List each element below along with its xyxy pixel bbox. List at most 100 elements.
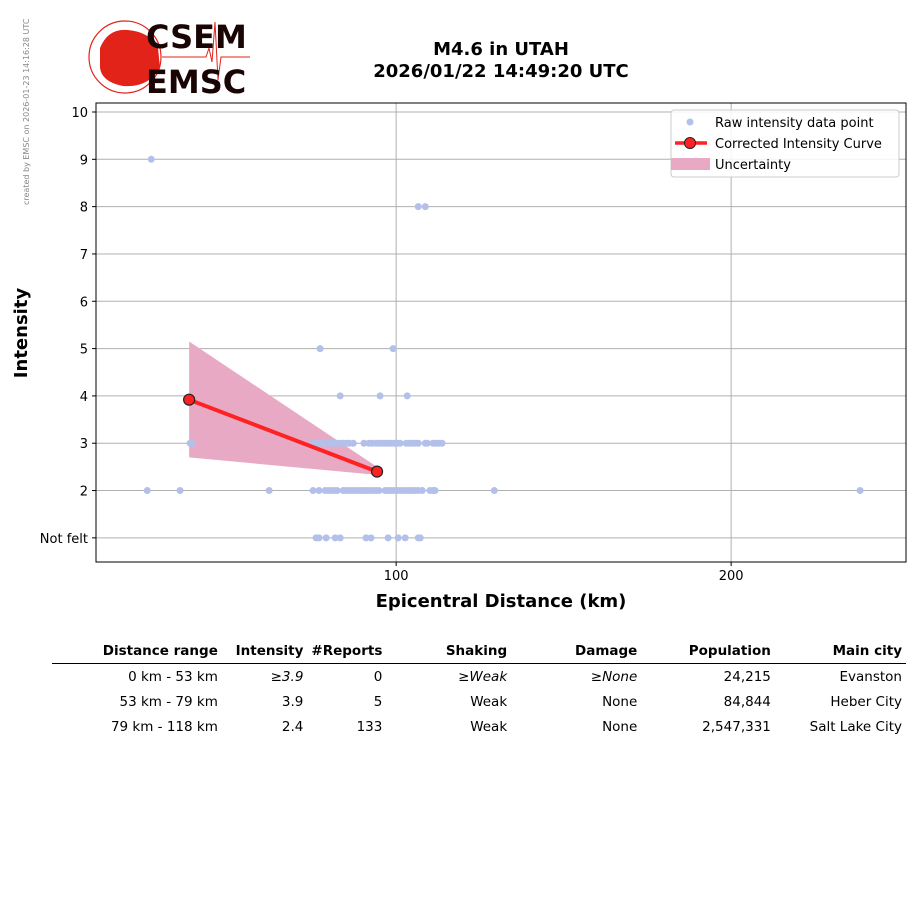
column-header: Distance range	[52, 640, 222, 664]
plot-frame	[95, 102, 907, 563]
raw-data-point	[376, 392, 384, 400]
y-tick-label: 5	[80, 343, 88, 358]
y-tick-label: 3	[80, 437, 88, 452]
y-tick-label: 8	[80, 201, 88, 216]
column-header: Population	[641, 640, 775, 664]
table-row: 0 km - 53 km ≥3.9 0 ≥Weak ≥None 24,215 Evansto…	[52, 664, 906, 690]
x-axis-label: Epicentral Distance (km)	[376, 591, 627, 612]
legend-curve-marker	[684, 137, 696, 149]
table-cell: 2,547,331	[702, 718, 771, 735]
chart-title-line1: M4.6 in UTAH	[433, 39, 569, 60]
legend-raw-label: Raw intensity data point	[715, 116, 874, 131]
curve-point	[183, 393, 196, 406]
legend: Raw intensity data point Corrected Inten…	[670, 109, 900, 178]
x-tick-label: 100	[384, 569, 409, 584]
raw-data-point	[333, 487, 341, 495]
table-cell: Heber City	[830, 693, 902, 710]
raw-data-point	[309, 487, 317, 495]
chart-title-line2: 2026/01/22 14:49:20 UTC	[373, 61, 629, 82]
raw-data-point	[394, 534, 402, 542]
intensity-table: Distance range Intensity #Reports Shaking Da…	[52, 640, 906, 739]
table-cell: Weak	[470, 718, 508, 735]
y-tick-label: 10	[71, 106, 88, 121]
y-tick-label: 2	[80, 485, 88, 500]
intensity-chart: Not felt 2 3 4 5 6 7 8 9 10 100 200 Epicentral Dist…	[11, 102, 907, 612]
raw-data-point	[856, 487, 864, 495]
column-header: Damage	[511, 640, 642, 664]
table-cell: 79 km - 118 km	[110, 718, 218, 735]
raw-data-point	[315, 534, 323, 542]
y-tick-label: 6	[80, 295, 88, 310]
raw-data-point	[188, 439, 196, 447]
logo-bottom-text: EMSC	[146, 63, 246, 98]
raw-data-point	[360, 439, 368, 447]
table-cell: 3.9	[281, 693, 304, 710]
emsc-logo: CSEM EMSC	[88, 18, 250, 98]
raw-data-point	[265, 487, 273, 495]
column-header: Intensity	[221, 640, 308, 664]
column-header: #Reports	[307, 640, 387, 664]
raw-data-point	[389, 345, 397, 353]
table-cell: Evanston	[839, 668, 903, 685]
logo-top-text: CSEM	[146, 18, 247, 56]
raw-data-point	[438, 439, 446, 447]
raw-data-point	[336, 392, 344, 400]
y-tick-label: 7	[80, 248, 88, 263]
raw-data-point	[490, 487, 498, 495]
table-row: 79 km - 118 km 2.4 133 Weak None 2,547,331 Sal…	[52, 714, 906, 739]
raw-data-point	[403, 392, 411, 400]
table-cell: 133	[356, 718, 383, 735]
table-cell: 84,844	[723, 693, 771, 710]
column-header: Shaking	[386, 640, 512, 664]
table-cell: 5	[373, 693, 383, 710]
legend-uncertainty-label: Uncertainty	[715, 158, 791, 173]
raw-data-point	[423, 439, 431, 447]
raw-data-point	[362, 534, 370, 542]
table-row: 53 km - 79 km 3.9 5 Weak None 84,844 Heber Cit…	[52, 689, 906, 714]
raw-data-point	[375, 487, 383, 495]
table-cell: None	[602, 693, 638, 710]
raw-data-point	[396, 439, 404, 447]
table-cell: 24,215	[723, 668, 771, 685]
raw-data-point	[418, 487, 426, 495]
column-header: Main city	[774, 640, 906, 664]
raw-data-point	[143, 487, 151, 495]
raw-data-point	[401, 534, 409, 542]
raw-data-point	[316, 345, 324, 353]
raw-data-point	[367, 534, 375, 542]
table-cell: Salt Lake City	[809, 718, 902, 735]
raw-data-point	[147, 155, 155, 163]
raw-data-point	[336, 534, 344, 542]
table-cell: 53 km - 79 km	[119, 693, 218, 710]
raw-data-point	[431, 487, 439, 495]
y-tick-label: 4	[80, 390, 88, 405]
raw-data-point	[315, 487, 323, 495]
y-tick-label: 9	[80, 153, 88, 168]
raw-data-point	[421, 203, 429, 211]
raw-data-point	[322, 534, 330, 542]
table-cell: 0	[373, 668, 383, 685]
y-axis-label: Intensity	[11, 288, 32, 379]
table-cell: ≥3.9	[270, 668, 304, 685]
table-cell: Weak	[470, 693, 508, 710]
raw-data-point	[331, 534, 339, 542]
uncertainty-band	[189, 341, 378, 475]
legend-uncertainty-swatch	[671, 158, 710, 170]
curve-point	[370, 465, 384, 478]
legend-curve-label: Corrected Intensity Curve	[715, 137, 882, 152]
raw-data-point	[176, 487, 184, 495]
raw-data-point	[349, 439, 357, 447]
table-cell: ≥None	[590, 668, 638, 685]
table-cell: 0 km - 53 km	[128, 668, 218, 685]
table-cell: None	[602, 718, 638, 735]
legend-raw-marker	[686, 118, 694, 126]
raw-data-point	[414, 203, 422, 211]
corrected-intensity-curve	[188, 397, 378, 474]
table-cell: ≥Weak	[458, 668, 508, 685]
raw-data-point	[414, 439, 422, 447]
raw-data-point	[416, 534, 424, 542]
raw-data-point	[384, 534, 392, 542]
y-tick-label: Not felt	[40, 532, 88, 547]
table-cell: 2.4	[281, 718, 304, 735]
